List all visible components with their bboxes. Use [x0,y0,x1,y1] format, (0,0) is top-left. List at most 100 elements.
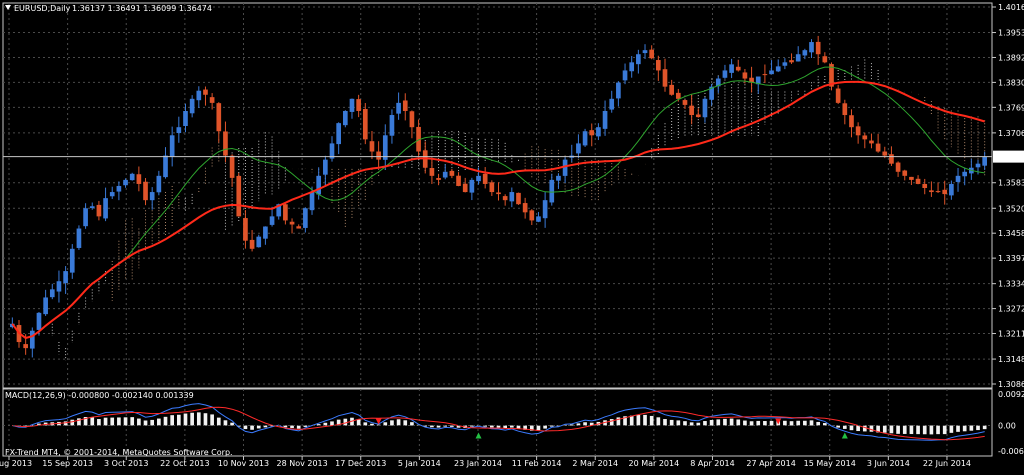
candle-body [662,69,668,87]
candle-body [402,100,408,111]
x-tick-label: 11 Feb 2014 [512,459,562,468]
candle-body [23,344,28,349]
candle-body [336,123,341,145]
candle-body [196,90,202,101]
candle-body [389,115,395,136]
arrow-down-icon [375,418,382,425]
candle-body [975,163,981,168]
candle-body [775,66,781,72]
candle-body [576,143,581,154]
candle-body [223,131,228,156]
candle-body [89,206,95,209]
y-tick-label: 1.37690 [998,103,1024,112]
candle-body [862,135,868,140]
candle-body [602,110,608,129]
candle-body [909,176,914,180]
candle-body [782,62,788,66]
candle-body [915,178,921,184]
y-tick-label: 1.39535 [998,29,1024,38]
macd-axis-top: 0.009299 [998,390,1024,399]
candle-body [656,60,661,71]
candle-body [109,192,115,197]
copyright-text: FX-Trend MT4, © 2001-2014, MetaQuotes So… [5,448,233,457]
candle-body [542,200,548,219]
candle-body [596,127,601,137]
candle-body [103,198,108,219]
x-tick-label: 28 Nov 2013 [276,459,327,468]
indicator-frame [2,388,993,457]
arrow-up-icon [841,432,848,439]
ohlc-readout: 1.36137 1.36491 1.36099 1.36474 [72,4,212,13]
y-tick-label: 1.33340 [998,280,1024,289]
candle-body [935,191,941,193]
y-tick-label: 1.40165 [998,3,1024,12]
candle-body [43,297,48,315]
x-tick-label: 8 Apr 2014 [690,459,734,468]
arrow-up-icon [475,432,482,439]
candle-body [396,102,401,114]
candle-body [189,98,195,114]
candle-body [922,183,928,189]
candle-body [636,54,641,65]
candle-body [682,100,688,105]
candle-body [955,175,961,182]
candle-body [342,110,348,126]
candle-body [83,208,88,227]
candle-body [895,162,901,172]
x-tick-label: 20 Mar 2014 [628,459,679,468]
candle-body [276,204,282,217]
candle-body [283,204,288,221]
candle-body [183,110,188,126]
candle-body [36,312,42,330]
candle-body [482,173,488,184]
candle-body [76,228,82,248]
candle-body [589,130,595,136]
y-tick-label: 1.35200 [998,204,1024,213]
candle-body [349,98,355,112]
candle-body [143,181,148,201]
candle-body [882,151,888,156]
candle-body [669,84,674,95]
candle-body [982,156,988,166]
candle-body [116,185,122,192]
candle-body [382,135,388,160]
macd-axis-mid: 0.00 [998,422,1016,431]
candle-body [789,60,794,63]
candle-body [129,173,135,181]
candle-body [875,143,881,152]
candle-body [715,78,721,87]
candle-body [249,239,255,249]
candle-body [729,64,734,73]
y-tick-label: 1.33970 [998,254,1024,263]
x-tick-label: 15 May 2014 [804,459,856,468]
candle-body [329,143,335,159]
candle-body [29,330,35,349]
candle-body [369,141,375,152]
candle-body [149,192,155,201]
candle-body [675,92,681,99]
candle-body [49,289,55,298]
candle-body [642,50,648,54]
ma-green-line [11,66,985,339]
triangle-down-icon[interactable] [5,5,11,10]
macd-line [12,403,985,441]
candle-body [722,70,728,78]
current-price-tag [993,150,1024,163]
candle-body [562,159,568,176]
macd-axis-bottom: -0.006181 [998,447,1024,456]
candle-body [762,74,768,76]
candle-body [96,204,102,217]
candle-body [436,178,441,180]
candle-body [929,190,934,193]
macd-signal-line [12,406,985,441]
candle-body [622,70,628,81]
x-tick-label: 23 Jan 2014 [454,459,502,468]
candle-body [163,155,168,178]
x-tick-label: 17 Dec 2013 [335,459,386,468]
x-tick-label: 15 Sep 2013 [42,459,93,468]
candle-body [69,248,75,273]
candle-body [209,97,215,103]
x-tick-label: 10 Nov 2013 [218,459,269,468]
candle-body [616,82,621,99]
